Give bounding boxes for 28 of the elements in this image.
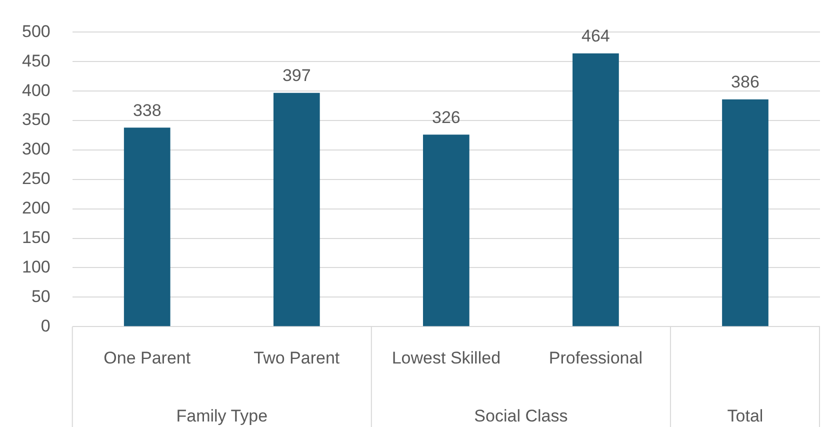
y-tick-label: 200: [22, 198, 50, 218]
y-tick-label: 450: [22, 51, 50, 70]
x-tick-label: Professional: [548, 348, 642, 368]
data-label: 386: [731, 72, 760, 92]
data-label: 326: [432, 108, 460, 127]
y-tick-label: 100: [22, 257, 50, 276]
x-tick-label: One Parent: [104, 348, 191, 368]
bar: [273, 92, 320, 326]
x-tick-label: Lowest Skilled: [392, 348, 501, 368]
data-label: 464: [582, 26, 610, 46]
y-tick-label: 0: [40, 316, 50, 336]
bar: [722, 99, 768, 326]
y-tick-label: 250: [22, 169, 50, 188]
text: Social Class: [474, 406, 568, 426]
y-tick-label: 500: [22, 22, 50, 41]
y-tick-label: 50: [31, 286, 50, 306]
text: Family Type: [176, 406, 268, 426]
data-label: 397: [282, 66, 311, 86]
x-tick-label: Two Parent: [254, 348, 340, 368]
y-tick-label: 150: [22, 228, 50, 247]
y-tick-label: 400: [22, 80, 50, 100]
data-label: 338: [132, 100, 162, 120]
y-tick-label: 300: [22, 140, 50, 159]
bar: [423, 134, 470, 326]
bar: [124, 128, 170, 326]
text: Total: [727, 406, 764, 426]
y-tick-label: 350: [22, 110, 50, 130]
bar: [572, 53, 619, 326]
